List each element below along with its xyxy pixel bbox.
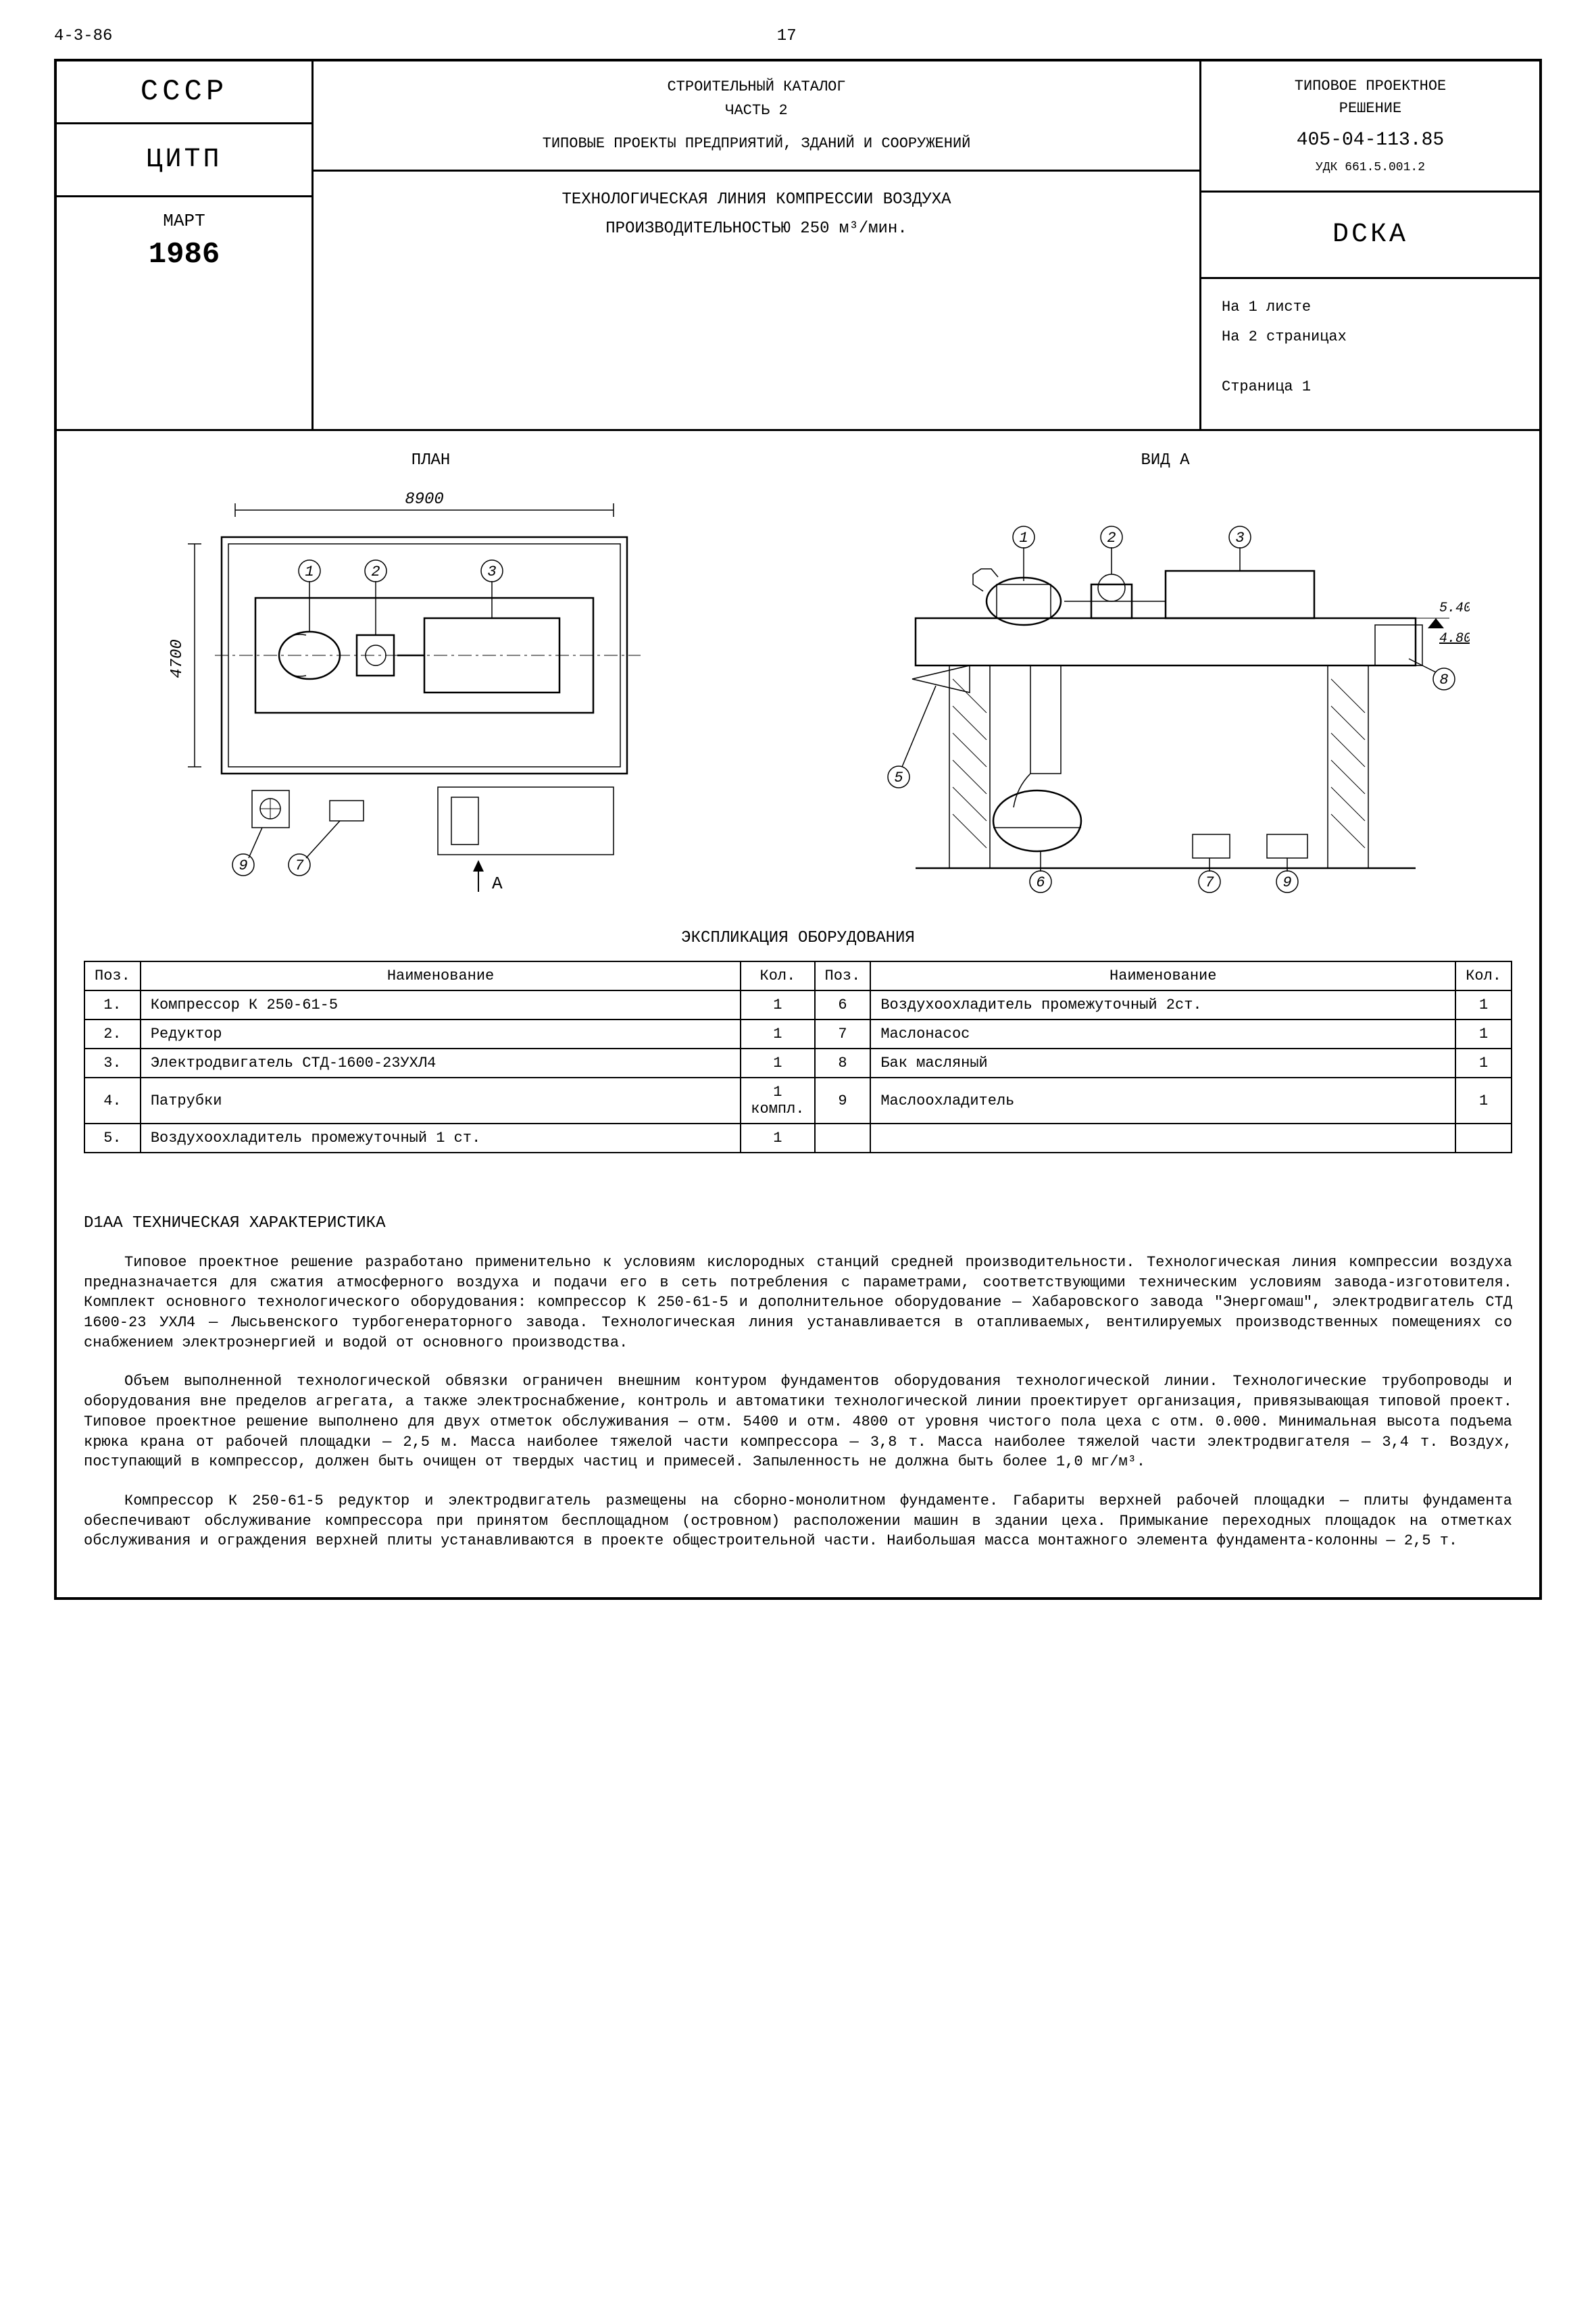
svg-text:8: 8 — [1439, 672, 1448, 688]
table-header-row: Поз. Наименование Кол. Поз. Наименование… — [84, 961, 1512, 990]
solution-block: ТИПОВОЕ ПРОЕКТНОЕ РЕШЕНИЕ 405-04-113.85 … — [1201, 61, 1539, 193]
svg-text:9: 9 — [239, 857, 247, 874]
svg-text:3: 3 — [487, 563, 496, 580]
tech-section: D1АА ТЕХНИЧЕСКАЯ ХАРАКТЕРИСТИКА Типовое … — [57, 1214, 1539, 1551]
month-label: МАРТ — [57, 211, 311, 231]
plan-svg: 8900 4700 — [154, 483, 708, 902]
svg-text:4.800: 4.800 — [1439, 631, 1470, 647]
svg-text:7: 7 — [295, 857, 304, 874]
svg-text:2: 2 — [1107, 530, 1116, 547]
plan-label: ПЛАН — [84, 451, 778, 470]
udc-code: УДК 661.5.001.2 — [1218, 159, 1523, 177]
date-block: МАРТ 1986 — [57, 197, 311, 299]
header-block: СССР ЦИТП МАРТ 1986 СТРОИТЕЛЬНЫЙ КАТАЛОГ… — [57, 61, 1539, 431]
doc-date: 4-3-86 — [54, 27, 112, 45]
project-title: ТЕХНОЛОГИЧЕСКАЯ ЛИНИЯ КОМПРЕССИИ ВОЗДУХА… — [314, 172, 1199, 257]
catalog-title: СТРОИТЕЛЬНЫЙ КАТАЛОГ ЧАСТЬ 2 ТИПОВЫЕ ПРО… — [314, 61, 1199, 172]
svg-text:1: 1 — [1019, 530, 1028, 547]
svg-text:7: 7 — [1205, 874, 1214, 891]
project-code: 405-04-113.85 — [1218, 126, 1523, 155]
code-right: DСКА — [1201, 193, 1539, 279]
svg-text:6: 6 — [1036, 874, 1045, 891]
svg-text:3: 3 — [1235, 530, 1244, 547]
top-meta: 4-3-86 17 — [27, 27, 1569, 59]
plan-drawing: ПЛАН 8900 4700 — [84, 451, 778, 902]
table-row: 1.Компрессор К 250-61-516Воздухоохладите… — [84, 990, 1512, 1020]
main-frame: СССР ЦИТП МАРТ 1986 СТРОИТЕЛЬНЫЙ КАТАЛОГ… — [54, 59, 1542, 1600]
svg-text:9: 9 — [1282, 874, 1291, 891]
org-label: ЦИТП — [57, 124, 311, 197]
table-row: 5.Воздухоохладитель промежуточный 1 ст.1 — [84, 1124, 1512, 1153]
equipment-table: Поз. Наименование Кол. Поз. Наименование… — [84, 961, 1512, 1153]
country-label: СССР — [57, 61, 311, 124]
dim-height: 4700 — [168, 639, 186, 678]
sheet-info: На 1 листе На 2 страницах Страница 1 — [1201, 279, 1539, 429]
drawings-area: ПЛАН 8900 4700 — [57, 431, 1539, 1174]
view-label: ВИД А — [818, 451, 1512, 470]
page-number: 17 — [777, 27, 797, 45]
svg-text:2: 2 — [371, 563, 380, 580]
dim-width: 8900 — [405, 491, 444, 509]
table-row: 2.Редуктор17Маслонасос1 — [84, 1020, 1512, 1049]
tech-heading: D1АА ТЕХНИЧЕСКАЯ ХАРАКТЕРИСТИКА — [84, 1214, 1512, 1232]
tech-para-2: Объем выполненной технологической обвязк… — [84, 1372, 1512, 1472]
view-svg: 5.400 4.800 1 2 3 5 6 7 8 9 — [862, 483, 1470, 902]
table-row: 4.Патрубки1 компл.9Маслоохладитель1 — [84, 1078, 1512, 1124]
svg-text:5: 5 — [894, 770, 903, 786]
equipment-title: ЭКСПЛИКАЦИЯ ОБОРУДОВАНИЯ — [84, 929, 1512, 947]
svg-text:1: 1 — [305, 563, 314, 580]
svg-text:5.400: 5.400 — [1439, 601, 1470, 616]
year-label: 1986 — [57, 238, 311, 272]
svg-text:А: А — [492, 874, 503, 894]
table-row: 3.Электродвигатель СТД-1600-23УХЛ418Бак … — [84, 1049, 1512, 1078]
tech-para-3: Компрессор К 250-61-5 редуктор и электро… — [84, 1491, 1512, 1551]
tech-para-1: Типовое проектное решение разработано пр… — [84, 1253, 1512, 1353]
view-drawing: ВИД А — [818, 451, 1512, 902]
